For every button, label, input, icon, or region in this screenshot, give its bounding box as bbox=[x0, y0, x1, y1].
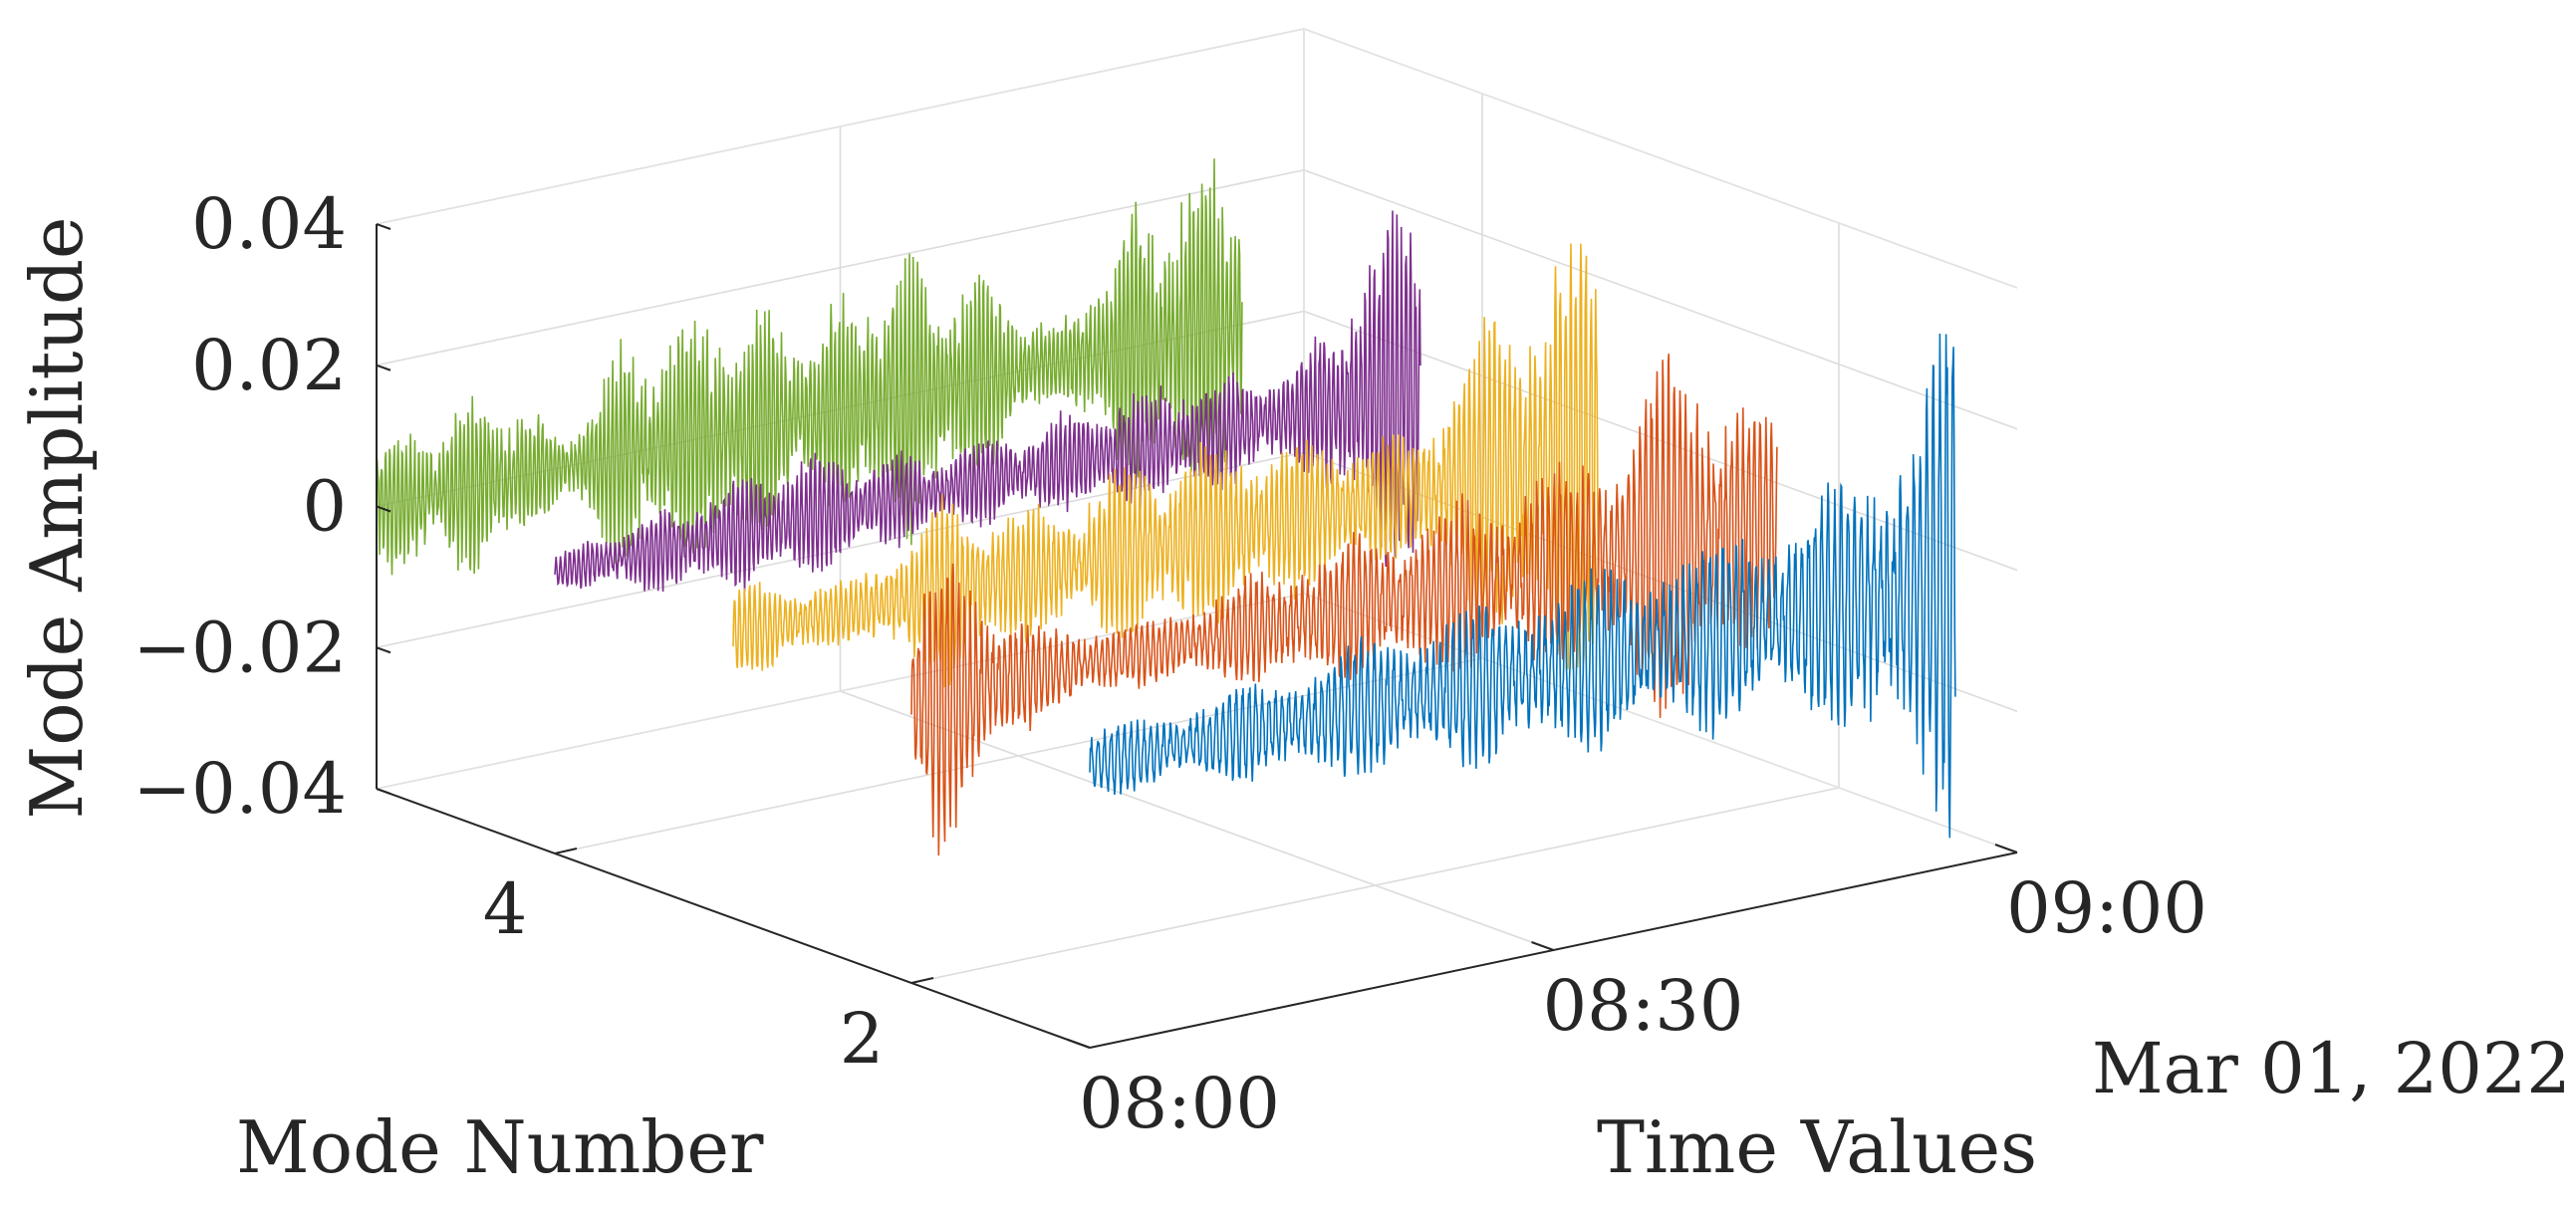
z-axis-label: Mode Amplitude bbox=[15, 216, 99, 819]
series-mode-3 bbox=[732, 243, 1600, 688]
z-tick-label: −0.02 bbox=[132, 607, 347, 688]
box-floor-edge bbox=[376, 593, 2018, 853]
z-tick-mark bbox=[376, 788, 391, 795]
z-tick-mark bbox=[376, 505, 391, 513]
time-tick-mark bbox=[1531, 941, 1554, 951]
series-mode-1 bbox=[1089, 333, 1956, 839]
z-ticks: 0.04 0.02 0 −0.02 −0.04 bbox=[132, 183, 391, 830]
series-group bbox=[376, 158, 1956, 856]
time-tick-mark bbox=[1994, 844, 2018, 853]
z-tick-mark bbox=[376, 223, 391, 230]
mode-tick-mark bbox=[554, 848, 578, 854]
z-tick-label: 0.02 bbox=[191, 325, 347, 406]
time-tick-mark bbox=[1067, 1039, 1091, 1049]
mode-axis-label: Mode Number bbox=[236, 1105, 764, 1189]
series-mode-2 bbox=[910, 354, 1778, 856]
time-tick-label: 08:00 bbox=[1079, 1063, 1280, 1144]
mode-axis-line bbox=[376, 788, 1091, 1049]
z-tick-label: −0.04 bbox=[132, 748, 347, 830]
z-tick-label: 0 bbox=[302, 466, 347, 548]
z-tick-mark bbox=[376, 646, 391, 654]
time-tick-label: 09:00 bbox=[2006, 867, 2207, 949]
mode-tick-mark bbox=[910, 977, 934, 984]
mode-tick-label: 2 bbox=[840, 998, 885, 1080]
z-tick-label: 0.04 bbox=[191, 183, 347, 265]
series-mode-4 bbox=[554, 210, 1421, 593]
floor-grid-time bbox=[840, 690, 1554, 951]
grid-line-side bbox=[1303, 168, 2018, 430]
z-tick-mark bbox=[376, 364, 391, 371]
mode-tick-label: 4 bbox=[483, 868, 528, 950]
time-ticks: 08:00 08:30 09:00 bbox=[1067, 844, 2207, 1144]
grid-line-side bbox=[1303, 310, 2018, 572]
mode-ticks: 24 bbox=[483, 848, 934, 1080]
date-label: Mar 01, 2022 bbox=[2092, 1028, 2571, 1109]
time-axis-label: Time Values bbox=[1597, 1105, 2037, 1189]
time-tick-label: 08:30 bbox=[1543, 965, 1744, 1047]
series-mode-5 bbox=[376, 158, 1243, 576]
